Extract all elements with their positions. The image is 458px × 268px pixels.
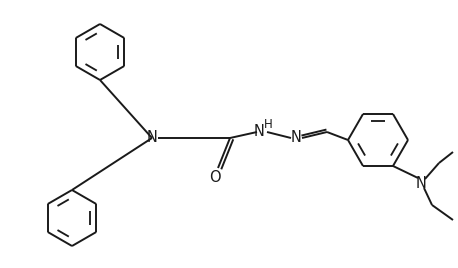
Text: N: N	[147, 131, 158, 146]
Text: O: O	[209, 169, 221, 184]
Text: H: H	[264, 117, 273, 131]
Text: N: N	[415, 176, 426, 191]
Text: N: N	[290, 131, 301, 146]
Text: N: N	[254, 124, 264, 139]
